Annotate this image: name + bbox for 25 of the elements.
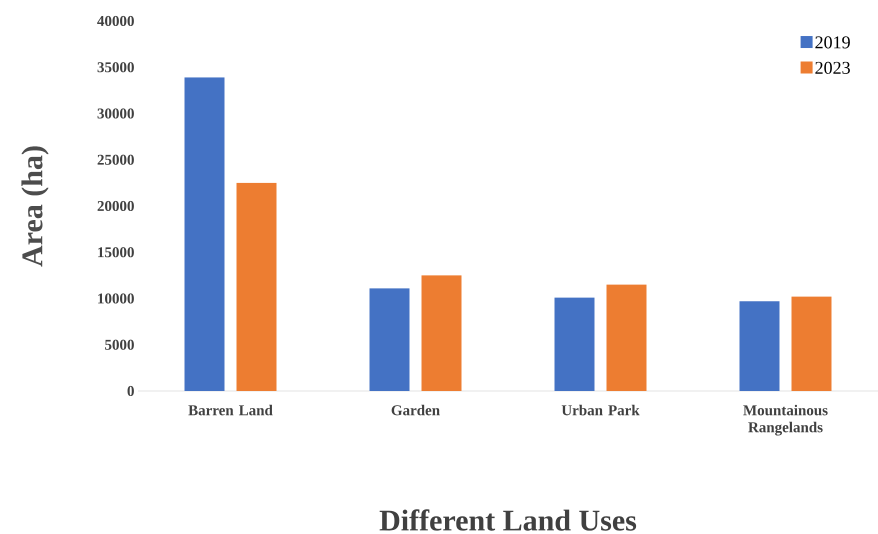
y-tick-label: 5000 <box>105 340 134 350</box>
bar <box>184 77 225 391</box>
bar <box>606 284 646 391</box>
bar <box>422 275 462 391</box>
y-tick-label: 30000 <box>98 108 134 119</box>
y-tick-label: 20000 <box>98 200 134 212</box>
x-tick-label: Garden <box>392 404 440 416</box>
legend-label: 2023 <box>815 62 850 74</box>
x-tick-label: Barren Land <box>188 404 273 416</box>
x-tick-label: Mountainous Rangelands <box>743 404 828 436</box>
y-tick-label: 0 <box>128 386 134 396</box>
y-tick-label: 15000 <box>98 247 134 258</box>
y-tick-label: 40000 <box>97 16 134 26</box>
bar <box>740 301 780 391</box>
bar <box>554 298 594 391</box>
y-axis-title: Area (ha) <box>21 146 49 267</box>
y-tick-label: 10000 <box>98 293 134 304</box>
y-tick-label: 35000 <box>98 62 134 72</box>
x-tick-label: Urban Park <box>562 404 640 416</box>
bar <box>236 182 277 391</box>
y-tick-label: 25000 <box>98 154 134 165</box>
x-axis-title: Different Land Uses <box>380 509 636 531</box>
legend-label: 2019 <box>815 36 850 48</box>
bar <box>791 296 832 391</box>
bar <box>370 288 410 391</box>
